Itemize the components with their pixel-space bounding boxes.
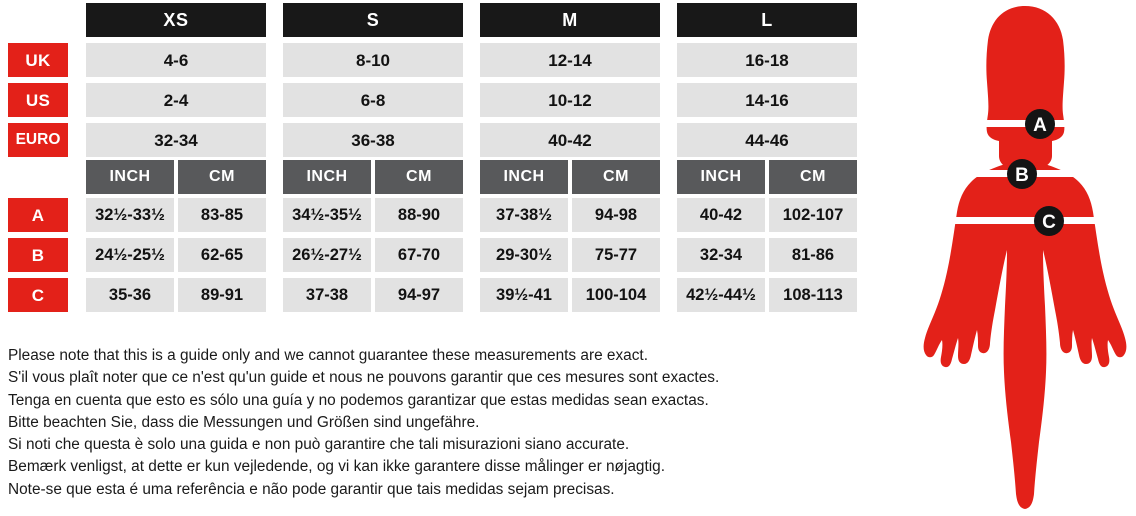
meas-c-l-inch: 42½-44½ <box>677 278 765 312</box>
disclaimer-line-pt: Note-se que esta é uma referência e não … <box>8 480 615 498</box>
table-row-sizes: XS S M L <box>0 3 880 37</box>
badge-c-label: C <box>1042 212 1056 233</box>
meas-a-m-cm: 94-98 <box>572 198 660 232</box>
meas-b-l-inch: 32-34 <box>677 238 765 272</box>
row-label-us: US <box>8 83 68 117</box>
euro-value-l: 44-46 <box>677 123 857 157</box>
us-value-m: 10-12 <box>480 83 660 117</box>
uk-value-l: 16-18 <box>677 43 857 77</box>
meas-a-s-cm: 88-90 <box>375 198 463 232</box>
meas-c-s-inch: 37-38 <box>283 278 371 312</box>
disclaimer-line-it: Si noti che questa è solo una guida e no… <box>8 436 630 454</box>
unit-inch-l: INCH <box>677 160 765 194</box>
meas-a-l-inch: 40-42 <box>677 198 765 232</box>
meas-a-l-cm: 102-107 <box>769 198 857 232</box>
us-value-l: 14-16 <box>677 83 857 117</box>
euro-value-s: 36-38 <box>283 123 463 157</box>
body-measurement-diagram: A B C <box>915 0 1136 516</box>
meas-b-s-inch: 26½-27½ <box>283 238 371 272</box>
meas-b-l: 32-34 81-86 <box>677 238 857 272</box>
euro-value-m: 40-42 <box>480 123 660 157</box>
meas-b-xs: 24½-25½ 62-65 <box>86 238 266 272</box>
table-row-euro: EURO 32-34 36-38 40-42 44-46 <box>0 123 880 157</box>
unit-cm-s: CM <box>375 160 463 194</box>
euro-value-xs: 32-34 <box>86 123 266 157</box>
disclaimer-line-da: Bemærk venligst, at dette er kun vejlede… <box>8 458 666 476</box>
unit-cm-l: CM <box>769 160 857 194</box>
meas-c-xs-inch: 35-36 <box>86 278 174 312</box>
meas-b-xs-cm: 62-65 <box>178 238 266 272</box>
disclaimer-line-fr: S'il vous plaît noter que ce n'est qu'un… <box>8 369 720 387</box>
size-chart-table: XS S M L UK 4-6 8-10 12-14 16-18 US 2-4 … <box>0 0 880 325</box>
size-header-m: M <box>480 3 660 37</box>
unit-inch-xs: INCH <box>86 160 174 194</box>
badge-c-icon: C <box>1034 206 1064 236</box>
unit-cm-m: CM <box>572 160 660 194</box>
meas-a-l: 40-42 102-107 <box>677 198 857 232</box>
table-row-uk: UK 4-6 8-10 12-14 16-18 <box>0 43 880 77</box>
size-header-s: S <box>283 3 463 37</box>
unit-inch-s: INCH <box>283 160 371 194</box>
meas-a-xs-inch: 32½-33½ <box>86 198 174 232</box>
meas-a-m: 37-38½ 94-98 <box>480 198 660 232</box>
meas-b-s-cm: 67-70 <box>375 238 463 272</box>
table-row-us: US 2-4 6-8 10-12 14-16 <box>0 83 880 117</box>
row-label-c: C <box>8 278 68 312</box>
disclaimer-block: Please note that this is a guide only an… <box>8 345 908 501</box>
unit-inch-m: INCH <box>480 160 568 194</box>
uk-value-s: 8-10 <box>283 43 463 77</box>
row-label-b: B <box>8 238 68 272</box>
meas-b-m-cm: 75-77 <box>572 238 660 272</box>
measure-line-c <box>937 217 1107 224</box>
meas-b-m-inch: 29-30½ <box>480 238 568 272</box>
silhouette-body <box>923 6 1127 509</box>
badge-a-label: A <box>1033 115 1047 136</box>
table-row-c: C 35-36 89-91 37-38 94-97 39½-41 100-104… <box>0 278 880 312</box>
badge-b-label: B <box>1015 165 1029 186</box>
meas-a-xs: 32½-33½ 83-85 <box>86 198 266 232</box>
unit-header-s: INCH CM <box>283 160 463 194</box>
meas-a-s-inch: 34½-35½ <box>283 198 371 232</box>
uk-value-m: 12-14 <box>480 43 660 77</box>
meas-b-m: 29-30½ 75-77 <box>480 238 660 272</box>
meas-c-l-cm: 108-113 <box>769 278 857 312</box>
meas-b-s: 26½-27½ 67-70 <box>283 238 463 272</box>
us-value-s: 6-8 <box>283 83 463 117</box>
meas-c-m: 39½-41 100-104 <box>480 278 660 312</box>
meas-b-xs-inch: 24½-25½ <box>86 238 174 272</box>
meas-c-m-cm: 100-104 <box>572 278 660 312</box>
badge-a-icon: A <box>1025 109 1055 139</box>
us-value-xs: 2-4 <box>86 83 266 117</box>
disclaimer-line-de: Bitte beachten Sie, dass die Messungen u… <box>8 413 480 431</box>
meas-c-m-inch: 39½-41 <box>480 278 568 312</box>
measure-line-a <box>951 120 1099 127</box>
unit-header-xs: INCH CM <box>86 160 266 194</box>
unit-header-l: INCH CM <box>677 160 857 194</box>
row-label-euro: EURO <box>8 123 68 157</box>
size-header-l: L <box>677 3 857 37</box>
table-row-units: INCH CM INCH CM INCH CM INCH CM <box>0 160 880 194</box>
table-row-b: B 24½-25½ 62-65 26½-27½ 67-70 29-30½ 75-… <box>0 238 880 272</box>
meas-c-xs: 35-36 89-91 <box>86 278 266 312</box>
disclaimer-line-es: Tenga en cuenta que esto es sólo una guí… <box>8 391 709 409</box>
meas-b-l-cm: 81-86 <box>769 238 857 272</box>
female-silhouette-icon: A B C <box>923 6 1127 509</box>
meas-c-s: 37-38 94-97 <box>283 278 463 312</box>
meas-c-xs-cm: 89-91 <box>178 278 266 312</box>
unit-header-m: INCH CM <box>480 160 660 194</box>
uk-value-xs: 4-6 <box>86 43 266 77</box>
size-header-xs: XS <box>86 3 266 37</box>
meas-a-s: 34½-35½ 88-90 <box>283 198 463 232</box>
meas-c-s-cm: 94-97 <box>375 278 463 312</box>
unit-cm-xs: CM <box>178 160 266 194</box>
row-label-a: A <box>8 198 68 232</box>
meas-a-xs-cm: 83-85 <box>178 198 266 232</box>
row-label-uk: UK <box>8 43 68 77</box>
disclaimer-line-en: Please note that this is a guide only an… <box>8 347 648 364</box>
table-row-a: A 32½-33½ 83-85 34½-35½ 88-90 37-38½ 94-… <box>0 198 880 232</box>
badge-b-icon: B <box>1007 159 1037 189</box>
meas-c-l: 42½-44½ 108-113 <box>677 278 857 312</box>
meas-a-m-inch: 37-38½ <box>480 198 568 232</box>
